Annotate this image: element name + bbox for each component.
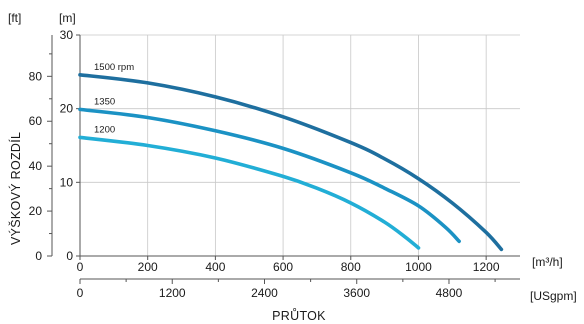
curves: 1500 rpm 1350 1200 bbox=[80, 62, 501, 250]
y-tick-label-ft: 80 bbox=[29, 69, 43, 83]
curve-1350 bbox=[80, 109, 459, 241]
x-tick-label-usgpm: 0 bbox=[77, 286, 84, 300]
x-tick-label-usgpm: 1200 bbox=[159, 286, 186, 300]
y-tick-label-m: 30 bbox=[60, 28, 74, 42]
x-tick-label-m3h: 0 bbox=[77, 260, 84, 274]
x-axis-title: PRŮTOK bbox=[272, 308, 326, 323]
y-tick-label-m: 0 bbox=[66, 249, 73, 263]
curve-1200 bbox=[80, 137, 419, 248]
x-tick-label-m3h: 1200 bbox=[473, 260, 500, 274]
x-tick-label-usgpm: 3600 bbox=[343, 286, 370, 300]
x-tick-label-m3h: 400 bbox=[205, 260, 225, 274]
x-tick-label-m3h: 200 bbox=[138, 260, 158, 274]
y-tick-label-ft: 20 bbox=[29, 204, 43, 218]
y-unit-ft: [ft] bbox=[8, 11, 21, 25]
x-unit-m3h: [m³/h] bbox=[532, 255, 563, 269]
x-tick-label-m3h: 600 bbox=[273, 260, 293, 274]
y-tick-label-m: 10 bbox=[60, 175, 74, 189]
labels: [ft] [m] [m³/h] [USgpm] VÝŠKOVÝ ROZDÍL P… bbox=[8, 11, 577, 323]
y-unit-m: [m] bbox=[59, 11, 76, 25]
x-tick-label-usgpm: 2400 bbox=[251, 286, 278, 300]
x-tick-label-m3h: 800 bbox=[341, 260, 361, 274]
y-tick-label-m: 20 bbox=[60, 102, 74, 116]
y-axis-title: VÝŠKOVÝ ROZDÍL bbox=[8, 132, 23, 245]
curve-label: 1350 bbox=[94, 96, 115, 107]
x-unit-usgpm: [USgpm] bbox=[530, 289, 577, 303]
curve-label: 1500 rpm bbox=[94, 62, 134, 73]
y-tick-label-ft: 60 bbox=[29, 114, 43, 128]
curve-label: 1200 bbox=[94, 124, 115, 135]
y-tick-label-ft: 40 bbox=[29, 159, 43, 173]
x-tick-label-m3h: 1000 bbox=[405, 260, 432, 274]
x-tick-label-usgpm: 4800 bbox=[436, 286, 463, 300]
y-tick-label-ft: 0 bbox=[35, 249, 42, 263]
